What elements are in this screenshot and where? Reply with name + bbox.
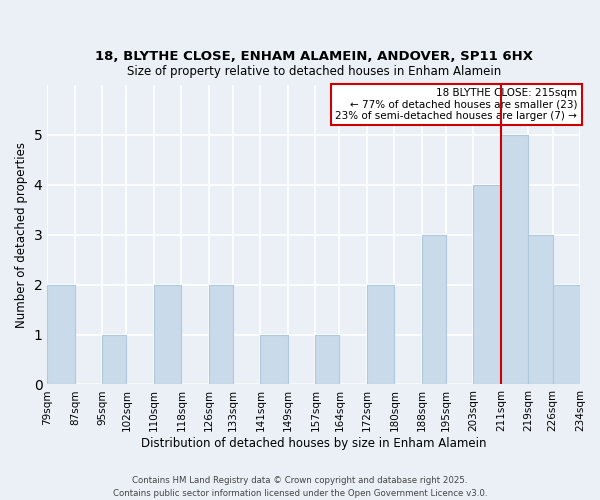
Bar [47, 284, 75, 384]
Bar [316, 334, 340, 384]
Bar [154, 284, 181, 384]
Bar [367, 284, 394, 384]
Bar [102, 334, 127, 384]
Bar [260, 334, 288, 384]
Bar [529, 234, 553, 384]
Title: 18, BLYTHE CLOSE, ENHAM ALAMEIN, ANDOVER, SP11 6HX: 18, BLYTHE CLOSE, ENHAM ALAMEIN, ANDOVER… [95, 50, 533, 63]
Y-axis label: Number of detached properties: Number of detached properties [15, 142, 28, 328]
Text: Size of property relative to detached houses in Enham Alamein: Size of property relative to detached ho… [127, 64, 501, 78]
Bar [422, 234, 446, 384]
Text: Contains HM Land Registry data © Crown copyright and database right 2025.
Contai: Contains HM Land Registry data © Crown c… [113, 476, 487, 498]
Bar [209, 284, 233, 384]
X-axis label: Distribution of detached houses by size in Enham Alamein: Distribution of detached houses by size … [141, 437, 487, 450]
Bar [553, 284, 580, 384]
Text: 18 BLYTHE CLOSE: 215sqm
← 77% of detached houses are smaller (23)
23% of semi-de: 18 BLYTHE CLOSE: 215sqm ← 77% of detache… [335, 88, 577, 121]
Bar [473, 185, 501, 384]
Bar [501, 135, 529, 384]
